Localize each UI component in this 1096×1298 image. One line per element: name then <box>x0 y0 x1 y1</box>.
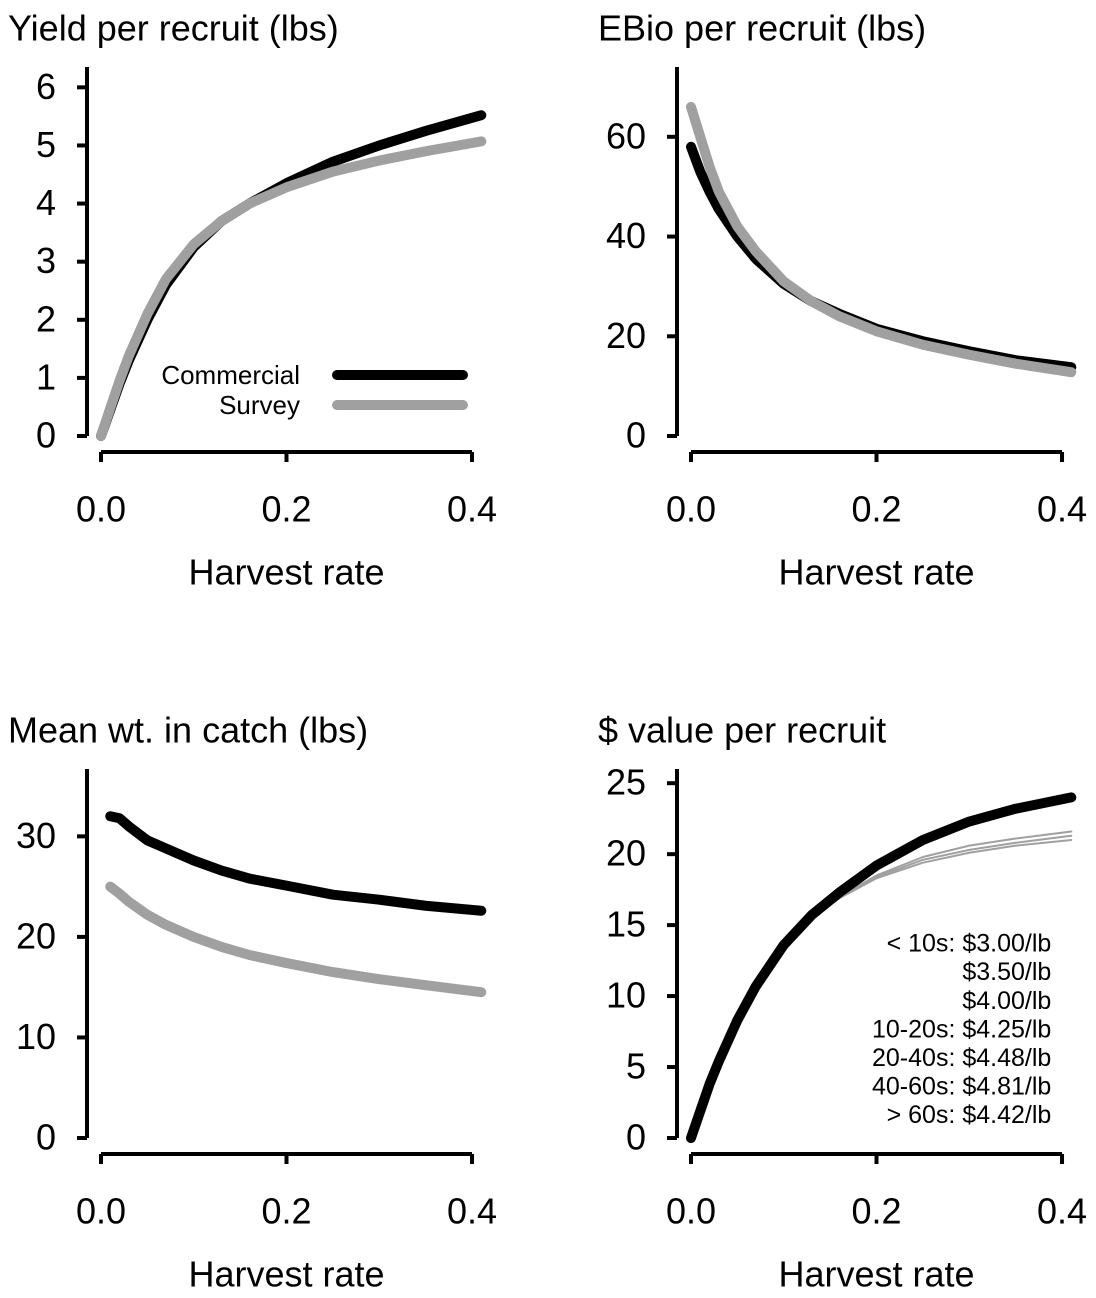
y-tick-label: 0 <box>626 1117 646 1158</box>
legend-label: Commercial <box>161 360 300 390</box>
annotation: > 60s: $4.42/lb <box>887 1101 1052 1129</box>
x-tick-label: 0.4 <box>1037 1191 1087 1232</box>
annotation: 40-60s: $4.81/lb <box>872 1073 1051 1101</box>
data-line <box>686 792 1077 1143</box>
y-tick-label: 2 <box>36 298 56 339</box>
x-tick-label: 0.2 <box>261 1191 311 1232</box>
legend-label: Survey <box>219 390 300 420</box>
x-tick-label: 0.4 <box>447 1191 497 1232</box>
annotation: 10-20s: $4.25/lb <box>872 1015 1051 1043</box>
x-axis-label: Harvest rate <box>778 1254 974 1295</box>
chart-title: $ value per recruit <box>598 710 886 751</box>
y-tick-label: 0 <box>36 415 56 456</box>
x-tick-label: 0.4 <box>1037 489 1087 530</box>
y-tick-label: 60 <box>606 115 646 156</box>
y-tick-label: 15 <box>606 904 646 945</box>
y-tick-label: 0 <box>626 415 646 456</box>
data-line <box>686 101 1077 378</box>
data-line <box>96 136 487 441</box>
annotation: $4.00/lb <box>962 987 1051 1015</box>
x-axis-label: Harvest rate <box>188 552 384 593</box>
x-tick-label: 0.0 <box>666 489 716 530</box>
y-tick-label: 6 <box>36 66 56 107</box>
y-tick-label: 20 <box>606 833 646 874</box>
y-tick-label: 5 <box>36 124 56 165</box>
x-tick-label: 0.4 <box>447 489 497 530</box>
data-line <box>105 811 487 916</box>
y-tick-label: 25 <box>606 762 646 803</box>
y-tick-label: 20 <box>16 915 56 956</box>
x-axis-label: Harvest rate <box>188 1254 384 1295</box>
x-tick-label: 0.0 <box>666 1191 716 1232</box>
y-tick-label: 3 <box>36 240 56 281</box>
x-tick-label: 0.2 <box>851 1191 901 1232</box>
y-tick-label: 1 <box>36 356 56 397</box>
x-tick-label: 0.0 <box>76 489 126 530</box>
x-axis-label: Harvest rate <box>778 552 974 593</box>
annotation: < 10s: $3.00/lb <box>887 930 1052 958</box>
chart-title: EBio per recruit (lbs) <box>598 8 926 49</box>
y-tick-label: 10 <box>16 1016 56 1057</box>
y-tick-label: 30 <box>16 815 56 856</box>
annotation: 20-40s: $4.48/lb <box>872 1044 1051 1072</box>
y-tick-label: 0 <box>36 1117 56 1158</box>
chart-title: Mean wt. in catch (lbs) <box>8 710 368 751</box>
data-line <box>105 881 487 998</box>
y-tick-label: 40 <box>606 215 646 256</box>
y-tick-label: 10 <box>606 975 646 1016</box>
annotation: $3.50/lb <box>962 958 1051 986</box>
x-tick-label: 0.2 <box>261 489 311 530</box>
y-tick-label: 5 <box>626 1046 646 1087</box>
y-tick-label: 4 <box>36 182 56 223</box>
x-tick-label: 0.0 <box>76 1191 126 1232</box>
chart-title: Yield per recruit (lbs) <box>8 8 339 49</box>
y-tick-label: 20 <box>606 315 646 356</box>
x-tick-label: 0.2 <box>851 489 901 530</box>
